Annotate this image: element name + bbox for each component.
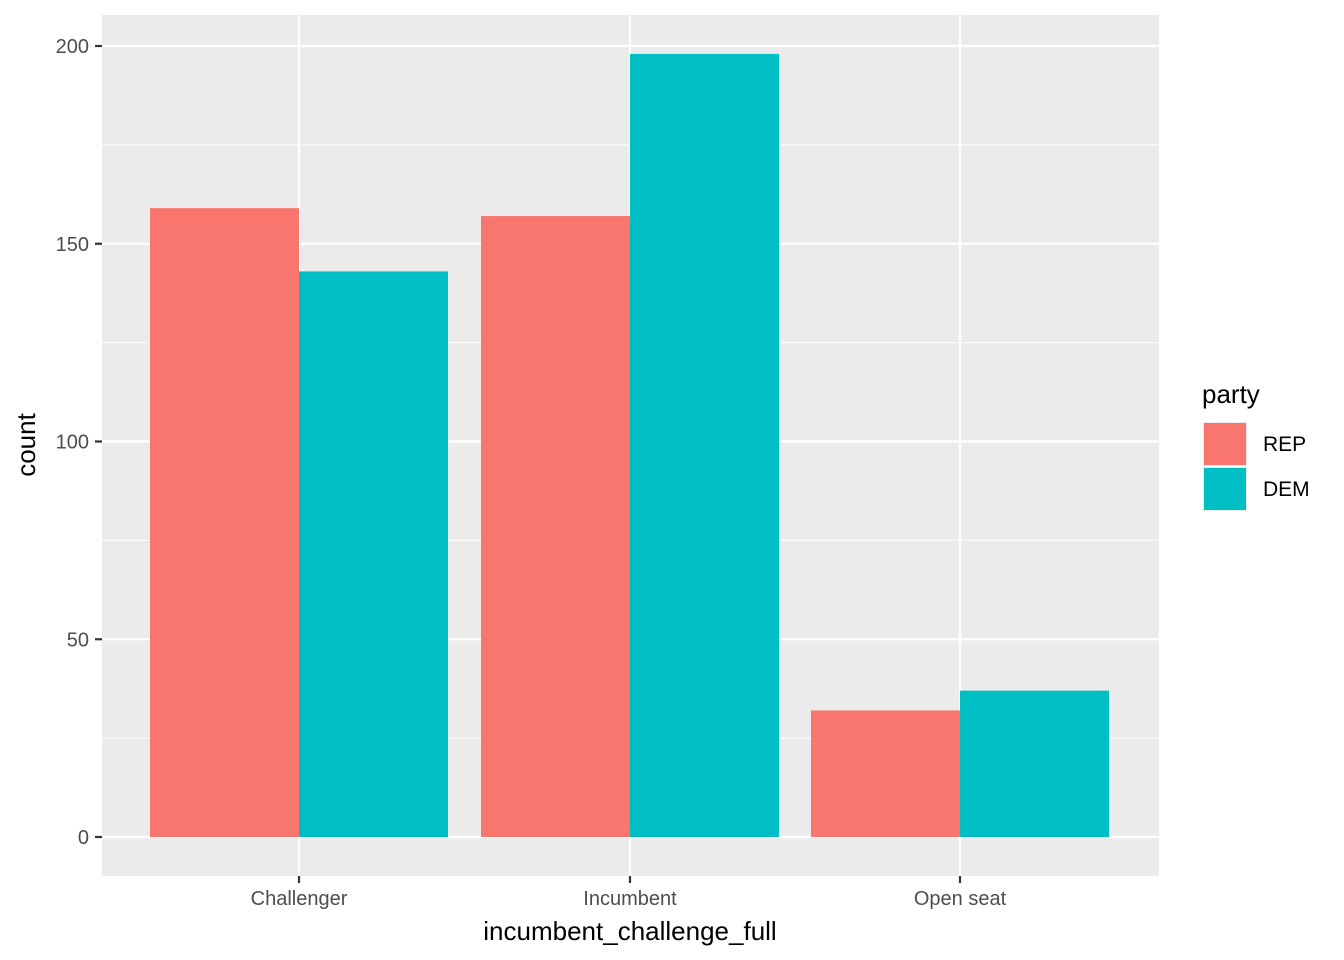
x-axis-title: incumbent_challenge_full [483,916,776,946]
x-tick-label: Open seat [914,888,1007,910]
legend-key-rep [1204,423,1246,465]
bar-rep-open-seat [811,710,960,837]
legend: party REP DEM [1202,379,1310,511]
x-tick-label: Incumbent [583,888,677,910]
bar-dem-challenger [299,271,448,837]
y-tick-label: 200 [56,36,89,58]
bar-dem-open-seat [960,690,1109,837]
y-tick-label: 0 [78,827,89,849]
legend-key-dem [1204,468,1246,510]
y-tick-label: 150 [56,234,89,256]
y-axis: 0 50 100 150 200 [56,36,102,849]
legend-label-rep: REP [1263,433,1306,456]
legend-title: party [1202,379,1260,409]
bar-rep-challenger [150,208,299,837]
bars [150,53,1109,838]
bar-dem-incumbent [630,53,779,838]
y-tick-label: 100 [56,432,89,454]
bar-rep-incumbent [481,216,630,837]
x-tick-label: Challenger [251,888,348,910]
x-axis: Challenger Incumbent Open seat [251,876,1007,910]
y-tick-label: 50 [67,629,89,651]
legend-label-dem: DEM [1263,478,1310,501]
y-axis-title: count [11,412,41,476]
